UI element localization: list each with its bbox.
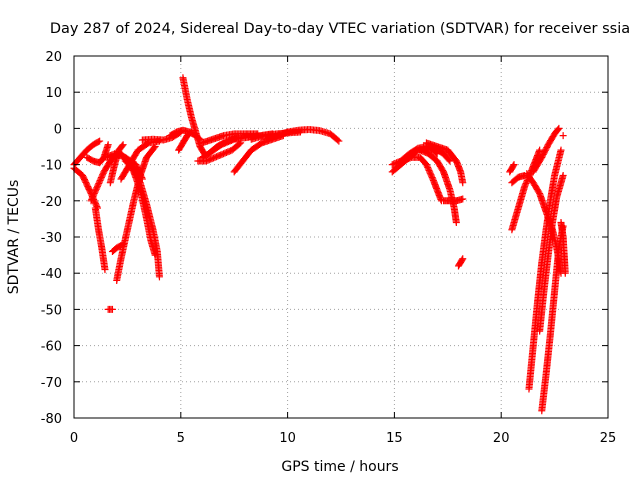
data-point (554, 125, 562, 133)
series-arc-41 (559, 132, 567, 140)
series-arc-39 (529, 124, 563, 176)
data-point (96, 137, 104, 145)
series-arc-09 (108, 240, 127, 255)
x-tick-label: 5 (177, 431, 185, 446)
data-point (459, 179, 467, 187)
series-arc-31 (454, 255, 467, 270)
y-axis-label: SDTVAR / TECUs (6, 180, 22, 295)
y-tick-label: 0 (54, 122, 62, 137)
y-tick-label: -10 (41, 159, 62, 174)
data-point (155, 137, 163, 145)
data-point (108, 305, 116, 313)
series-arc-36 (538, 222, 567, 415)
series-arc-12 (102, 150, 146, 183)
x-tick-label: 10 (279, 431, 296, 446)
chart-title: Day 287 of 2024, Sidereal Day-to-day VTE… (50, 21, 630, 37)
series-arc-27 (399, 153, 445, 205)
series-arc-24 (262, 125, 343, 145)
data-point (561, 269, 569, 277)
series-arc-17 (175, 128, 195, 154)
x-axis-label: GPS time / hours (281, 459, 398, 475)
data-point (555, 124, 563, 132)
data-point (557, 146, 565, 154)
series-arc-29 (422, 139, 467, 187)
data-point (119, 240, 127, 248)
series-arc-34 (506, 161, 518, 176)
y-tick-label: -80 (41, 412, 62, 427)
y-tick-label: 10 (45, 86, 62, 101)
x-tick-label: 25 (600, 431, 617, 446)
data-point (104, 141, 112, 149)
series-arc-30 (440, 195, 467, 205)
data-point (118, 142, 126, 150)
y-tick-label: -40 (41, 267, 62, 282)
data-point (452, 219, 460, 227)
data-point (237, 139, 245, 147)
data-point (138, 175, 146, 183)
grid (74, 56, 608, 418)
data-point (138, 174, 146, 182)
x-tick-label: 0 (70, 431, 78, 446)
data-point (509, 162, 517, 170)
series-arc-20 (194, 139, 245, 165)
series-arc-06 (104, 305, 116, 313)
data-point (101, 266, 109, 274)
data-point (187, 128, 195, 136)
axis-tick-labels: 0 5 10 15 20 25 -80 -70 -60 -50 -40 -30 -20 -10 0 10 20 (41, 50, 617, 446)
series-arc-28 (416, 146, 460, 227)
data-point (334, 136, 342, 144)
axis-ticks (73, 55, 609, 419)
series-arc-04 (87, 150, 121, 205)
y-tick-label: 20 (45, 50, 62, 65)
data-points (70, 74, 569, 415)
y-tick-label: -70 (41, 376, 62, 391)
x-tick-label: 15 (386, 431, 403, 446)
data-point (559, 132, 567, 140)
data-point (459, 255, 467, 263)
series-arc-33 (508, 171, 529, 187)
x-tick-label: 20 (493, 431, 510, 446)
series-arc-14 (117, 137, 163, 183)
y-tick-label: -20 (41, 195, 62, 210)
data-point (119, 141, 127, 149)
data-point (510, 161, 518, 169)
data-point (94, 138, 102, 146)
data-point (150, 144, 158, 152)
series-arc-40 (557, 219, 569, 277)
data-point (93, 203, 101, 211)
series-arc-19 (198, 130, 262, 147)
series-arc-05 (91, 204, 109, 274)
series-arc-03 (83, 141, 112, 167)
data-point (186, 129, 194, 137)
data-point (432, 149, 440, 157)
data-point (559, 171, 567, 179)
data-point (155, 273, 163, 281)
y-tick-label: -60 (41, 340, 62, 355)
data-point (459, 195, 467, 203)
data-point (446, 157, 454, 165)
series-arc-38 (536, 171, 567, 335)
y-tick-label: -50 (41, 303, 62, 318)
data-point (458, 256, 466, 264)
data-point (118, 241, 126, 249)
data-point (445, 156, 453, 164)
y-tick-label: -30 (41, 231, 62, 246)
data-point (433, 150, 441, 158)
data-point (335, 137, 343, 145)
